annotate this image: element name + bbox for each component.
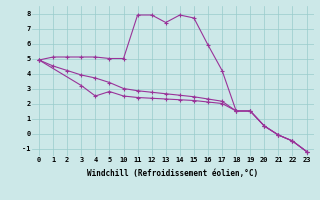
X-axis label: Windchill (Refroidissement éolien,°C): Windchill (Refroidissement éolien,°C) [87, 169, 258, 178]
